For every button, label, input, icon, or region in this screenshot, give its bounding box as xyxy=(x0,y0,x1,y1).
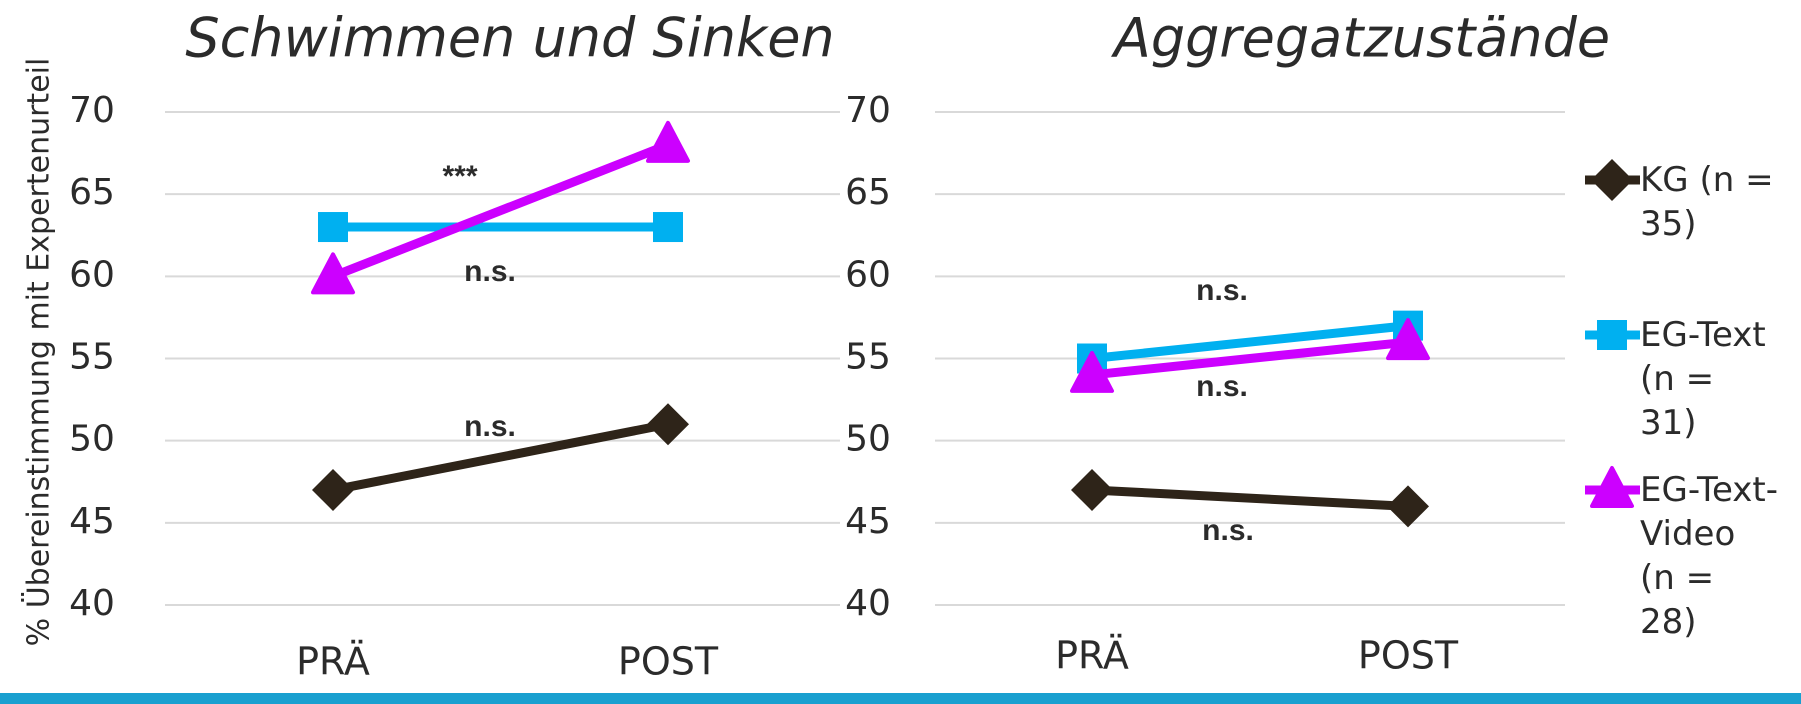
legend-marker xyxy=(1591,159,1633,201)
marker xyxy=(1387,485,1429,528)
y-tick-label: 55 xyxy=(69,337,115,378)
series-line xyxy=(1091,321,1409,363)
marker xyxy=(1070,350,1114,393)
y-tick-label: 45 xyxy=(69,501,115,542)
annotation: n.s. xyxy=(464,410,516,443)
legend-label: KG (n = 35) xyxy=(1640,160,1774,244)
y-tick-label: 45 xyxy=(845,501,891,542)
marker xyxy=(653,212,683,243)
y-tick-label: 40 xyxy=(845,583,891,624)
series-line xyxy=(1091,485,1409,511)
annotation: n.s. xyxy=(1196,370,1248,403)
legend-marker xyxy=(1590,466,1634,508)
y-tick-label: 50 xyxy=(845,419,891,460)
x-tick-label: POST xyxy=(618,640,719,684)
y-tick-label: 60 xyxy=(69,254,115,295)
series-line xyxy=(1091,337,1409,380)
footer-bar xyxy=(0,693,1801,704)
y-axis-label: % Übereinstimmung mit Expertenurteil xyxy=(21,58,57,647)
chart-title: Schwimmen und Sinken xyxy=(185,7,834,70)
annotation: *** xyxy=(442,160,477,193)
marker xyxy=(311,252,355,295)
marker xyxy=(318,212,348,243)
x-tick-label: PRÄ xyxy=(1055,634,1129,678)
series-line xyxy=(331,140,670,281)
legend-label: EG-Text-Video (n = 28) xyxy=(1640,470,1779,642)
y-tick-label: 60 xyxy=(845,254,891,295)
annotation: n.s. xyxy=(1196,274,1248,307)
legend-label: EG-Text (n = 31) xyxy=(1640,315,1766,443)
annotation: n.s. xyxy=(1202,514,1254,547)
x-tick-label: POST xyxy=(1358,634,1459,678)
y-tick-label: 70 xyxy=(845,90,891,131)
marker xyxy=(1071,468,1113,511)
annotation: n.s. xyxy=(464,255,516,288)
y-tick-label: 55 xyxy=(845,337,891,378)
y-tick-label: 70 xyxy=(69,90,115,131)
y-tick-label: 50 xyxy=(69,419,115,460)
y-tick-label: 40 xyxy=(69,583,115,624)
y-tick-label: 65 xyxy=(845,172,891,213)
series-line xyxy=(332,419,669,495)
legend-marker xyxy=(1597,320,1627,350)
marker xyxy=(646,120,690,163)
y-tick-label: 65 xyxy=(69,172,115,213)
marker xyxy=(647,403,689,446)
marker xyxy=(1386,318,1430,361)
chart-title: Aggregatzustände xyxy=(1111,7,1610,70)
marker xyxy=(312,468,354,511)
x-tick-label: PRÄ xyxy=(296,640,370,684)
